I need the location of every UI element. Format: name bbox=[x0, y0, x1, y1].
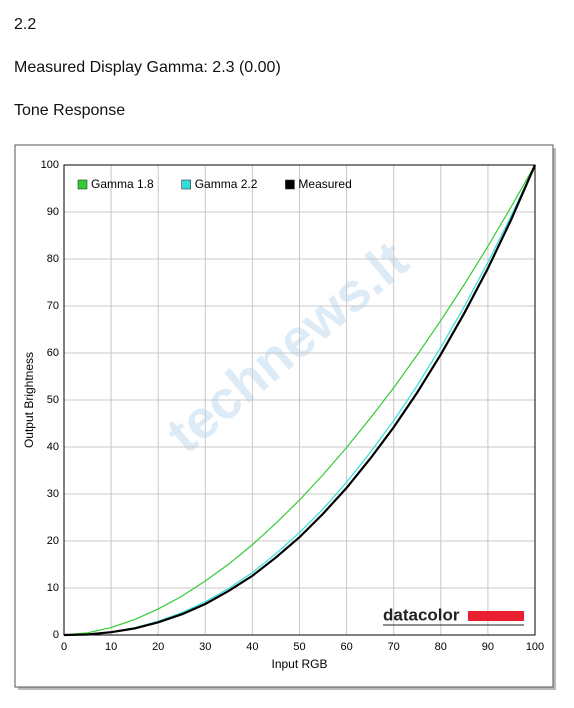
legend-label: Gamma 1.8 bbox=[91, 177, 154, 191]
y-tick-label: 100 bbox=[41, 159, 59, 171]
logo-bar bbox=[468, 611, 524, 621]
x-axis-label: Input RGB bbox=[271, 657, 327, 671]
series-line bbox=[63, 164, 536, 636]
measured-gamma: Measured Display Gamma: 2.3 (0.00) bbox=[14, 59, 281, 76]
y-tick-label: 50 bbox=[47, 394, 59, 406]
x-tick-label: 70 bbox=[388, 641, 400, 653]
x-tick-label: 10 bbox=[105, 641, 117, 653]
legend-swatch bbox=[285, 179, 295, 190]
logo: datacolor bbox=[383, 605, 460, 624]
x-tick-label: 0 bbox=[61, 641, 67, 653]
x-tick-label: 50 bbox=[293, 641, 305, 653]
series-line bbox=[63, 164, 537, 637]
legend-swatch bbox=[77, 179, 88, 190]
y-tick-label: 30 bbox=[47, 488, 59, 500]
y-tick-label: 90 bbox=[47, 206, 59, 218]
y-tick-label: 70 bbox=[47, 300, 59, 312]
y-tick-label: 40 bbox=[47, 441, 59, 453]
x-tick-label: 80 bbox=[435, 641, 447, 653]
y-tick-label: 60 bbox=[47, 347, 59, 359]
x-tick-label: 100 bbox=[526, 641, 544, 653]
legend-swatch bbox=[181, 179, 192, 190]
section-title: Tone Response bbox=[14, 102, 125, 119]
chart-frame bbox=[14, 144, 554, 688]
x-tick-label: 90 bbox=[482, 641, 494, 653]
legend-label: Gamma 2.2 bbox=[195, 177, 258, 191]
legend-label: Measured bbox=[298, 177, 351, 191]
x-tick-label: 20 bbox=[152, 641, 164, 653]
y-tick-label: 80 bbox=[47, 253, 59, 265]
y-tick-label: 0 bbox=[53, 629, 59, 641]
x-tick-label: 30 bbox=[199, 641, 211, 653]
y-tick-label: 20 bbox=[47, 535, 59, 547]
x-tick-label: 40 bbox=[246, 641, 258, 653]
gamma-target: 2.2 bbox=[14, 16, 36, 33]
y-tick-label: 10 bbox=[47, 582, 59, 594]
x-tick-label: 60 bbox=[340, 641, 352, 653]
plot-border bbox=[63, 164, 536, 636]
y-axis-label: Output Brightness bbox=[22, 352, 36, 448]
